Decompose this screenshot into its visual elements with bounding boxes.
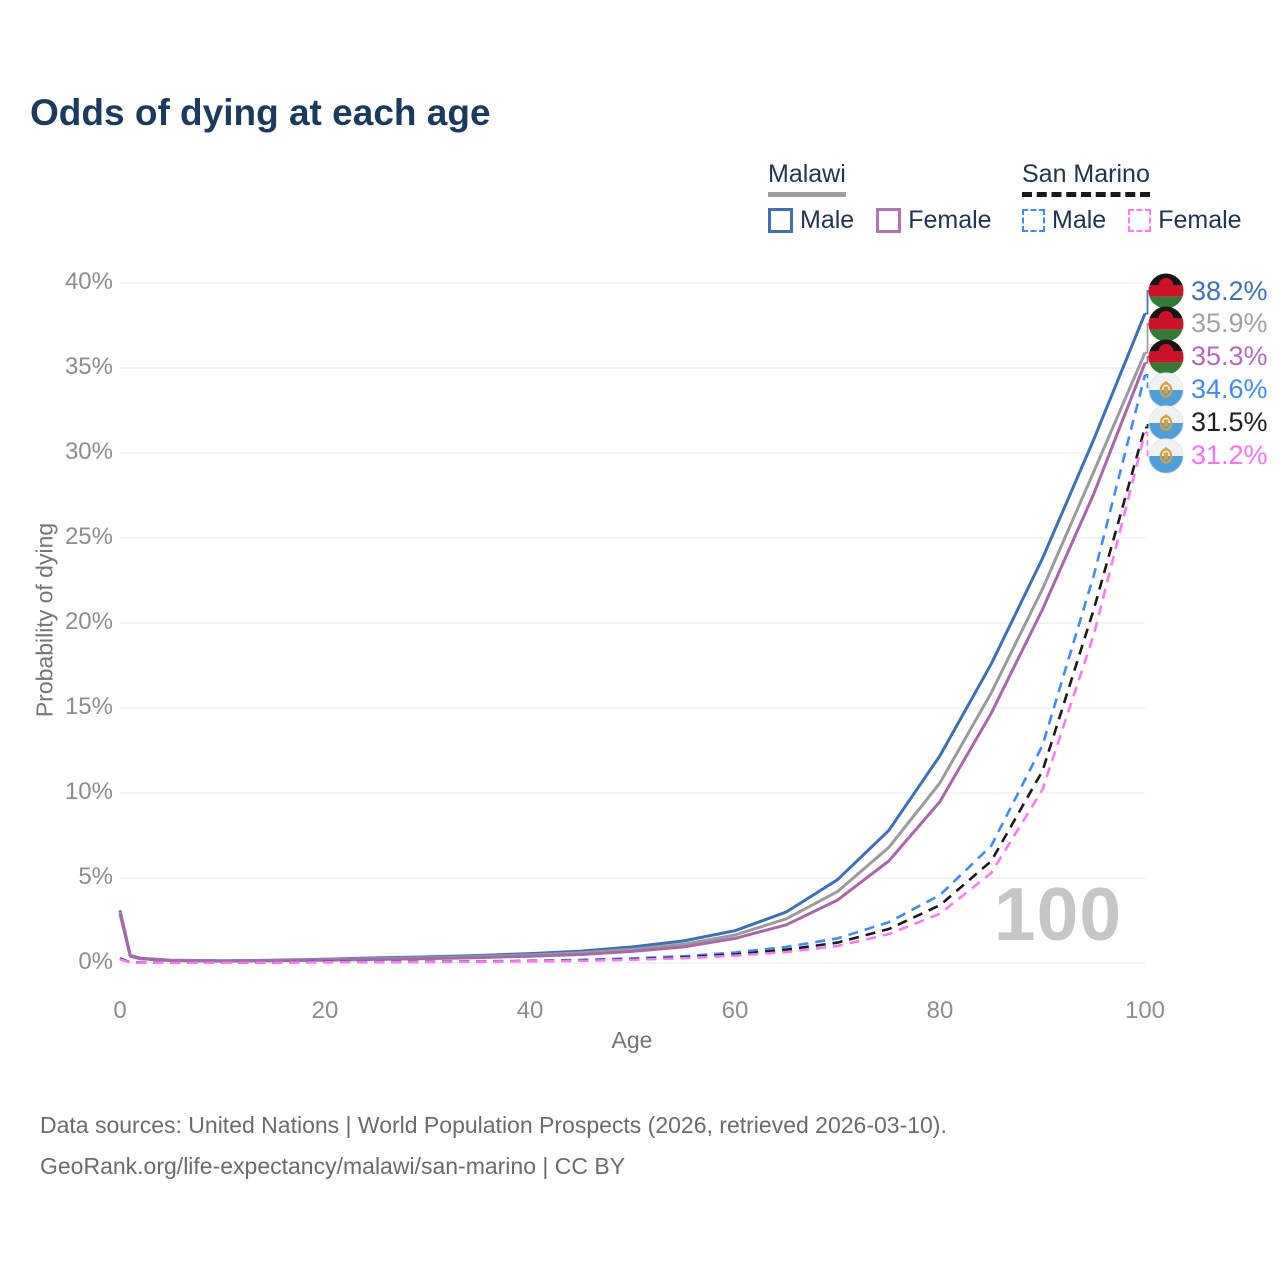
end-label-value: 34.6% xyxy=(1191,374,1268,405)
legend-country-malawi[interactable]: Malawi xyxy=(768,160,846,197)
y-axis-tick-label: 40% xyxy=(64,268,113,295)
legend-label-san-marino-male[interactable]: Male xyxy=(1052,206,1107,234)
san-marino-flag-icon xyxy=(1148,437,1184,474)
legend-swatch-malawi-male[interactable] xyxy=(768,208,793,233)
legend-country-san-marino[interactable]: San Marino xyxy=(1022,160,1150,197)
x-axis-tick-label: 100 xyxy=(1124,997,1166,1024)
x-axis-tick-label: 20 xyxy=(311,997,339,1024)
end-label-row-malawi-male: 38.2% xyxy=(1148,273,1268,309)
malawi-flag-icon xyxy=(1148,339,1184,375)
end-label-value: 38.2% xyxy=(1191,275,1268,306)
y-axis-tick-label: 30% xyxy=(64,438,113,465)
footer: Data sources: United Nations | World Pop… xyxy=(40,1105,947,1187)
x-axis-tick-label: 0 xyxy=(113,997,127,1024)
y-axis-tick-label: 20% xyxy=(64,608,113,635)
end-label-value: 35.3% xyxy=(1191,341,1268,372)
series-line-san-marino-female[interactable] xyxy=(119,432,1147,964)
series-line-malawi-female[interactable] xyxy=(118,362,1147,963)
malawi-flag-icon xyxy=(1148,306,1184,342)
end-label-value: 35.9% xyxy=(1191,308,1268,339)
malawi-flag-icon xyxy=(1148,273,1184,309)
y-axis-tick-label: 25% xyxy=(64,523,113,550)
end-label-row-san-marino-male: 34.6% xyxy=(1148,372,1268,408)
end-label-row-san-marino-female: 31.2% xyxy=(1148,437,1268,474)
y-axis-tick-label: 15% xyxy=(64,693,113,720)
attribution-line: GeoRank.org/life-expectancy/malawi/san-m… xyxy=(40,1153,626,1179)
y-axis-tick-label: 0% xyxy=(78,948,113,975)
legend-swatch-malawi-female[interactable] xyxy=(876,208,902,233)
series-line-malawi-male[interactable] xyxy=(118,313,1147,963)
san-marino-flag-icon xyxy=(1148,372,1184,408)
leader-line xyxy=(1145,431,1154,457)
legend-group-san-marino: San Marino Male Female xyxy=(1022,160,1242,235)
x-axis-tick-label: 60 xyxy=(721,997,749,1024)
x-axis-tick-label: 40 xyxy=(516,997,544,1024)
legend-swatch-san-marino-female[interactable] xyxy=(1128,209,1152,232)
end-label-row-malawi-all: 35.9% xyxy=(1148,306,1268,342)
legend-label-malawi-female[interactable]: Female xyxy=(908,206,992,234)
age-watermark: 100 xyxy=(993,872,1123,956)
y-axis-tick-label: 35% xyxy=(64,353,113,380)
end-label-row-malawi-female: 35.3% xyxy=(1148,339,1268,375)
legend-label-malawi-male[interactable]: Male xyxy=(800,206,855,234)
end-label-row-san-marino-all: 31.5% xyxy=(1148,404,1268,441)
legend-group-malawi: Malawi Male Female xyxy=(768,160,992,235)
y-axis-tick-label: 5% xyxy=(78,863,113,890)
series-line-malawi-all[interactable] xyxy=(118,352,1147,963)
legend-label-san-marino-female[interactable]: Female xyxy=(1158,206,1242,234)
end-label-value: 31.2% xyxy=(1191,440,1268,470)
data-source-line: Data sources: United Nations | World Pop… xyxy=(40,1112,947,1138)
x-axis-title: Age xyxy=(611,1027,653,1053)
y-axis-tick-label: 10% xyxy=(64,778,113,805)
page-title: Odds of dying at each age xyxy=(30,92,491,133)
legend-swatch-san-marino-male[interactable] xyxy=(1022,209,1045,232)
end-label-value: 31.5% xyxy=(1191,407,1268,438)
x-axis-tick-label: 80 xyxy=(926,997,954,1024)
san-marino-flag-icon xyxy=(1148,404,1184,441)
